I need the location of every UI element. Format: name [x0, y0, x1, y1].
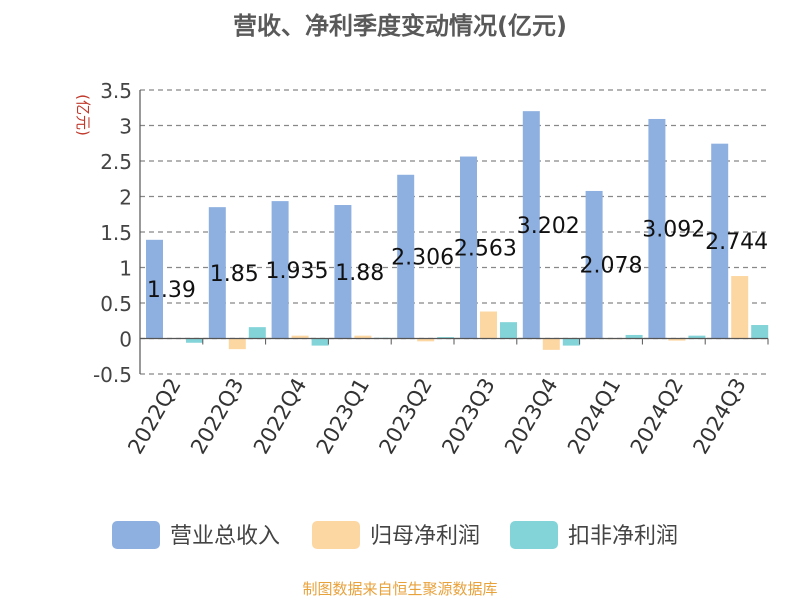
data-label: 2.078 — [580, 254, 643, 279]
data-label: 1.935 — [266, 259, 329, 284]
bar — [397, 174, 415, 339]
y-tick-label: 0 — [119, 328, 132, 352]
source-footer: 制图数据来自恒生聚源数据库 — [302, 580, 498, 598]
bar — [186, 338, 203, 343]
bar — [562, 338, 580, 346]
y-tick-label: 3 — [119, 115, 132, 139]
y-tick-label: 1.5 — [100, 221, 132, 245]
bar — [711, 143, 729, 339]
data-label: 2.306 — [391, 246, 454, 271]
legend-label: 归母净利润 — [370, 524, 480, 549]
bar — [271, 201, 289, 339]
bar — [500, 322, 517, 339]
legend-swatch — [510, 521, 558, 549]
legend: 营业总收入 归母净利润 扣非净利润 — [112, 521, 678, 549]
bar — [751, 325, 769, 339]
bar — [731, 276, 749, 339]
data-label: 3.202 — [517, 214, 580, 239]
x-tick-label: 2022Q2 — [123, 374, 185, 458]
x-tick-label: 2024Q3 — [688, 374, 750, 458]
bar — [208, 207, 226, 339]
bar — [648, 118, 666, 339]
data-label: 2.563 — [454, 237, 517, 262]
y-tick-label: 0.5 — [100, 292, 132, 316]
bar — [228, 338, 246, 350]
bar — [542, 338, 560, 350]
y-tick-label: 3.5 — [100, 79, 132, 103]
x-tick-label: 2023Q3 — [437, 374, 499, 458]
bar — [248, 327, 266, 339]
bar — [522, 111, 540, 339]
legend-swatch — [112, 521, 160, 549]
bar — [311, 338, 329, 346]
y-tick-label: 1 — [119, 257, 132, 281]
data-label: 3.092 — [642, 218, 705, 243]
bars-layer — [146, 111, 769, 350]
x-tick-label: 2023Q4 — [500, 374, 562, 458]
x-tick-label: 2024Q2 — [626, 374, 688, 458]
x-tick-label: 2022Q3 — [186, 374, 248, 458]
bar — [668, 338, 686, 341]
data-label: 1.39 — [147, 278, 196, 303]
bar — [585, 190, 603, 339]
legend-label: 营业总收入 — [170, 524, 280, 549]
y-axis-label: (亿元) — [74, 94, 92, 136]
bar — [460, 156, 477, 339]
data-label: 1.88 — [335, 261, 384, 286]
bar — [334, 205, 352, 339]
x-tick-label: 2023Q1 — [312, 374, 374, 458]
data-label: 1.85 — [210, 262, 259, 287]
bar — [291, 335, 309, 339]
bar — [480, 311, 497, 339]
bar — [417, 338, 435, 342]
y-tick-label: 2 — [119, 186, 132, 210]
bar — [437, 337, 455, 339]
bar — [146, 239, 163, 339]
y-tick-label: -0.5 — [93, 363, 132, 387]
data-label: 2.744 — [705, 230, 768, 255]
bar — [354, 335, 372, 339]
bar — [625, 334, 643, 339]
legend-label: 扣非净利润 — [568, 524, 678, 549]
x-tick-label: 2024Q1 — [563, 374, 625, 458]
y-tick-label: 2.5 — [100, 150, 132, 174]
x-tick-label: 2022Q4 — [249, 374, 311, 458]
x-tick-label: 2023Q2 — [374, 374, 436, 458]
bar — [688, 335, 706, 339]
chart-title: 营收、净利季度变动情况(亿元) — [233, 12, 567, 40]
legend-swatch — [312, 521, 360, 549]
